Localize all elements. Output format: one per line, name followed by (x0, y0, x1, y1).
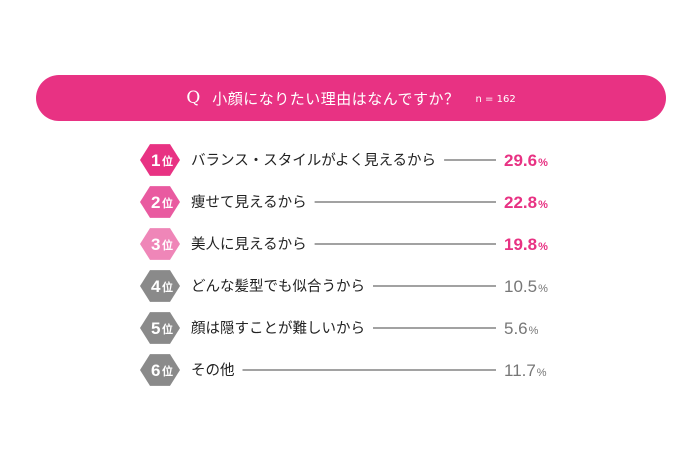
rank-suffix: 位 (162, 238, 173, 252)
reason-label: どんな髪型でも似合うから (191, 278, 365, 295)
rank-row: 3 位 美人に見えるから 19.8% (140, 228, 548, 260)
rank-row: 1 位 バランス・スタイルがよく見えるから 29.6% (140, 144, 548, 176)
rank-suffix: 位 (162, 322, 173, 336)
rank-badge (140, 270, 180, 302)
question-mark: Q (186, 88, 201, 108)
rank-row: 4 位 どんな髪型でも似合うから 10.5% (140, 270, 548, 302)
value-label: 5.6 (504, 319, 528, 338)
rank-suffix: 位 (162, 154, 173, 168)
rank-number: 3 (151, 235, 160, 254)
value-label: 11.7 (504, 361, 536, 380)
value-unit: % (538, 199, 548, 211)
sample-size: n = 162 (475, 94, 516, 105)
rank-suffix: 位 (162, 196, 173, 210)
value-unit: % (538, 283, 548, 295)
value-label: 19.8 (504, 235, 537, 254)
value-unit: % (538, 157, 548, 169)
rank-number: 2 (151, 193, 160, 212)
rank-number: 5 (151, 319, 160, 338)
rank-badge (140, 186, 180, 218)
reason-label: バランス・スタイルがよく見えるから (191, 152, 436, 169)
reason-label: 顔は隠すことが難しいから (191, 320, 365, 337)
value-label: 22.8 (504, 193, 537, 212)
rank-badge (140, 228, 180, 260)
reason-label: 痩せて見えるから (191, 193, 307, 211)
value-unit: % (538, 241, 548, 253)
rank-badge (140, 354, 180, 386)
rank-badge (140, 144, 180, 176)
value-label: 10.5 (504, 277, 537, 296)
rank-number: 6 (151, 361, 160, 380)
value-unit: % (537, 367, 547, 379)
rank-row: 5 位 顔は隠すことが難しいから 5.6% (140, 312, 539, 344)
reason-label: 美人に見えるから (191, 236, 307, 253)
rank-row: 2 位 痩せて見えるから 22.8% (140, 186, 548, 218)
value-label: 29.6 (504, 151, 537, 170)
rank-number: 4 (151, 277, 161, 296)
value-unit: % (529, 325, 539, 337)
rank-row: 6 位 その他 11.7% (140, 354, 547, 386)
rank-suffix: 位 (162, 364, 173, 378)
reason-label: その他 (191, 362, 235, 379)
question-banner: Q 小顔になりたい理由はなんですか？ n = 162 (36, 75, 666, 121)
rank-badge (140, 312, 180, 344)
rank-number: 1 (151, 151, 160, 170)
rank-suffix: 位 (162, 280, 173, 294)
question-title: 小顔になりたい理由はなんですか？ (212, 89, 460, 108)
